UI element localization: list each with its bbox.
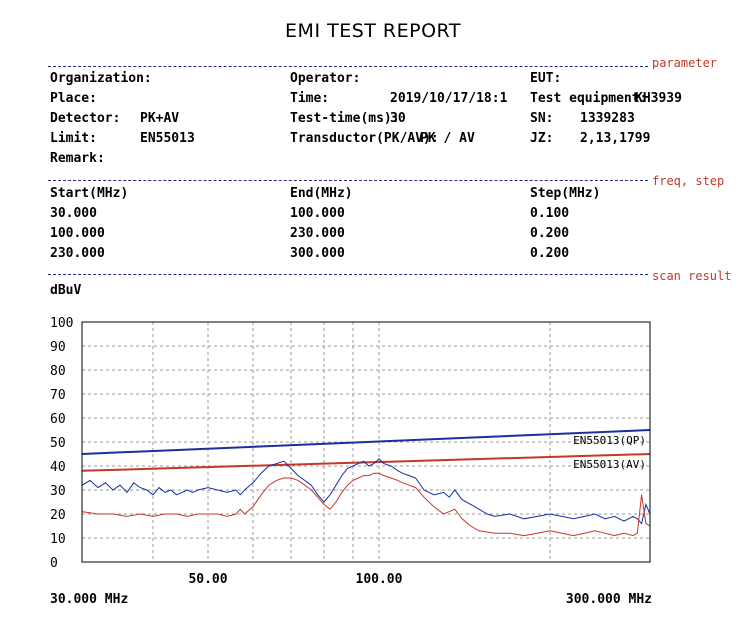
freq-row-3-end: 300.000 <box>290 246 345 261</box>
section-tag-parameter: parameter <box>652 56 718 70</box>
test-time-value: 30 <box>390 111 406 126</box>
trace-peak <box>81 458 651 525</box>
freq-header-start: Start(MHz) <box>50 186 129 201</box>
y-tick-label: 90 <box>50 340 66 355</box>
freq-row-2-step: 0.200 <box>530 226 570 241</box>
detector-value: PK+AV <box>140 111 180 126</box>
y-tick-label: 100 <box>50 316 73 331</box>
x-start-label: 30.000 MHz <box>50 592 128 607</box>
section-tag-scan-result: scan result <box>652 269 732 283</box>
detector-label: Detector: <box>50 111 121 126</box>
chart-series: EN55013(QP) EN55013(AV) <box>81 429 651 537</box>
jz-value: 2,13,1799 <box>580 131 651 146</box>
y-tick-label: 40 <box>50 460 66 475</box>
freq-row-2-end: 230.000 <box>290 226 345 241</box>
chart-grid <box>82 322 650 562</box>
limit-value: EN55013 <box>140 131 195 146</box>
plot-frame <box>81 321 651 563</box>
time-label: Time: <box>290 91 330 106</box>
trace-average <box>81 472 651 537</box>
x-tick-label: 50.00 <box>188 572 227 587</box>
chart-axes: 0 10 20 30 40 50 60 70 80 90 100 50.00 100.00 30.000 … <box>50 316 652 607</box>
y-tick-label: 10 <box>50 532 66 547</box>
transductor-value: PK / AV <box>420 131 475 146</box>
sn-value: 1339283 <box>580 111 635 126</box>
limit-label-av: EN55013(AV) <box>573 458 646 471</box>
y-tick-label: 50 <box>50 436 66 451</box>
transductor-label: Transductor(PK/AV): <box>290 131 439 146</box>
limit-label: Limit: <box>50 131 97 146</box>
parameter-divider <box>48 66 648 67</box>
x-end-label: 300.000 MHz <box>566 592 652 607</box>
limit-line-qp <box>81 429 651 455</box>
test-equipment-value: KH3939 <box>635 91 682 106</box>
freq-row-2-start: 100.000 <box>50 226 105 241</box>
freq-row-1-step: 0.100 <box>530 206 570 221</box>
y-tick-label: 70 <box>50 388 66 403</box>
report-title: EMI TEST REPORT <box>285 20 461 42</box>
freq-row-1-start: 30.000 <box>50 206 97 221</box>
section-tag-freq-step: freq, step <box>652 174 725 188</box>
scan-result-divider <box>48 274 648 275</box>
x-tick-label: 100.00 <box>356 572 403 587</box>
y-axis-unit-label: dBuV <box>50 283 82 298</box>
y-tick-label: 0 <box>50 556 58 571</box>
time-value: 2019/10/17/18:1 <box>390 91 508 106</box>
y-tick-label: 30 <box>50 484 66 499</box>
eut-label: EUT: <box>530 71 562 86</box>
freq-row-1-end: 100.000 <box>290 206 345 221</box>
limit-label-qp: EN55013(QP) <box>573 434 646 447</box>
y-tick-label: 60 <box>50 412 66 427</box>
place-label: Place: <box>50 91 97 106</box>
freq-header-end: End(MHz) <box>290 186 353 201</box>
limit-line-av <box>81 453 651 472</box>
freq-row-3-step: 0.200 <box>530 246 570 261</box>
test-time-label: Test-time(ms): <box>290 111 400 126</box>
operator-label: Operator: <box>290 71 361 86</box>
sn-label: SN: <box>530 111 554 126</box>
jz-label: JZ: <box>530 131 554 146</box>
organization-label: Organization: <box>50 71 152 86</box>
y-tick-label: 20 <box>50 508 66 523</box>
test-equipment-label: Test equipment: <box>530 91 648 106</box>
freq-row-3-start: 230.000 <box>50 246 105 261</box>
remark-label: Remark: <box>50 151 105 166</box>
y-tick-label: 80 <box>50 364 66 379</box>
freq-header-step: Step(MHz) <box>530 186 601 201</box>
freq-step-divider <box>48 180 648 181</box>
